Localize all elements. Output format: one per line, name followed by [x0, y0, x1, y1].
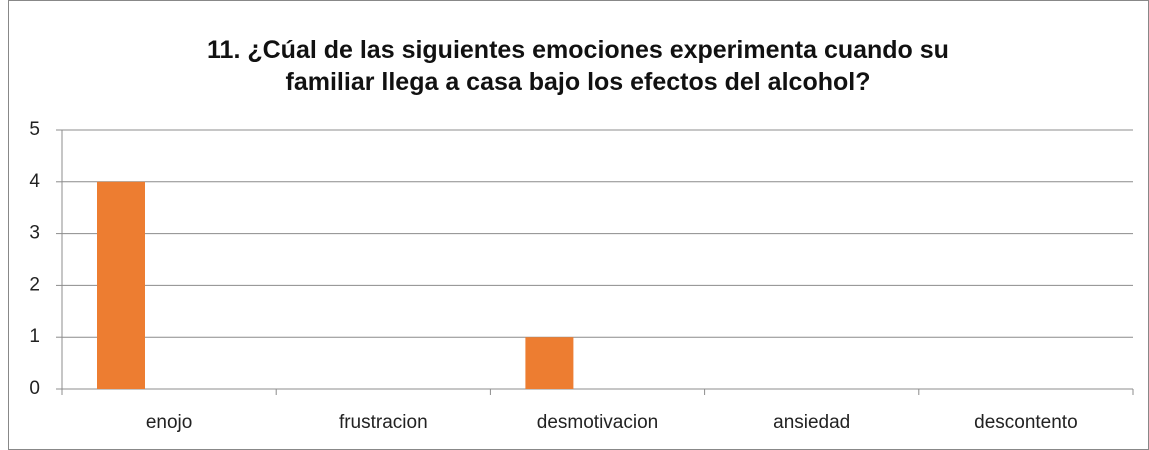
y-tick-label: 3 [29, 223, 40, 244]
y-tick-label: 0 [29, 378, 40, 399]
y-tick-label: 5 [29, 119, 40, 140]
chart-title: 11. ¿Cúal de las siguientes emociones ex… [207, 36, 949, 96]
x-tick-label: frustracion [339, 412, 428, 433]
x-tick-label: enojo [146, 412, 193, 433]
y-tick-label: 2 [29, 274, 40, 295]
bar [97, 181, 145, 389]
x-tick-label: ansiedad [773, 412, 850, 433]
x-tick-label: desmotivacion [537, 412, 658, 433]
y-tick-label: 1 [29, 326, 40, 347]
bar [525, 337, 574, 389]
y-tick-label: 4 [29, 171, 40, 192]
x-tick-label: descontento [974, 412, 1078, 433]
